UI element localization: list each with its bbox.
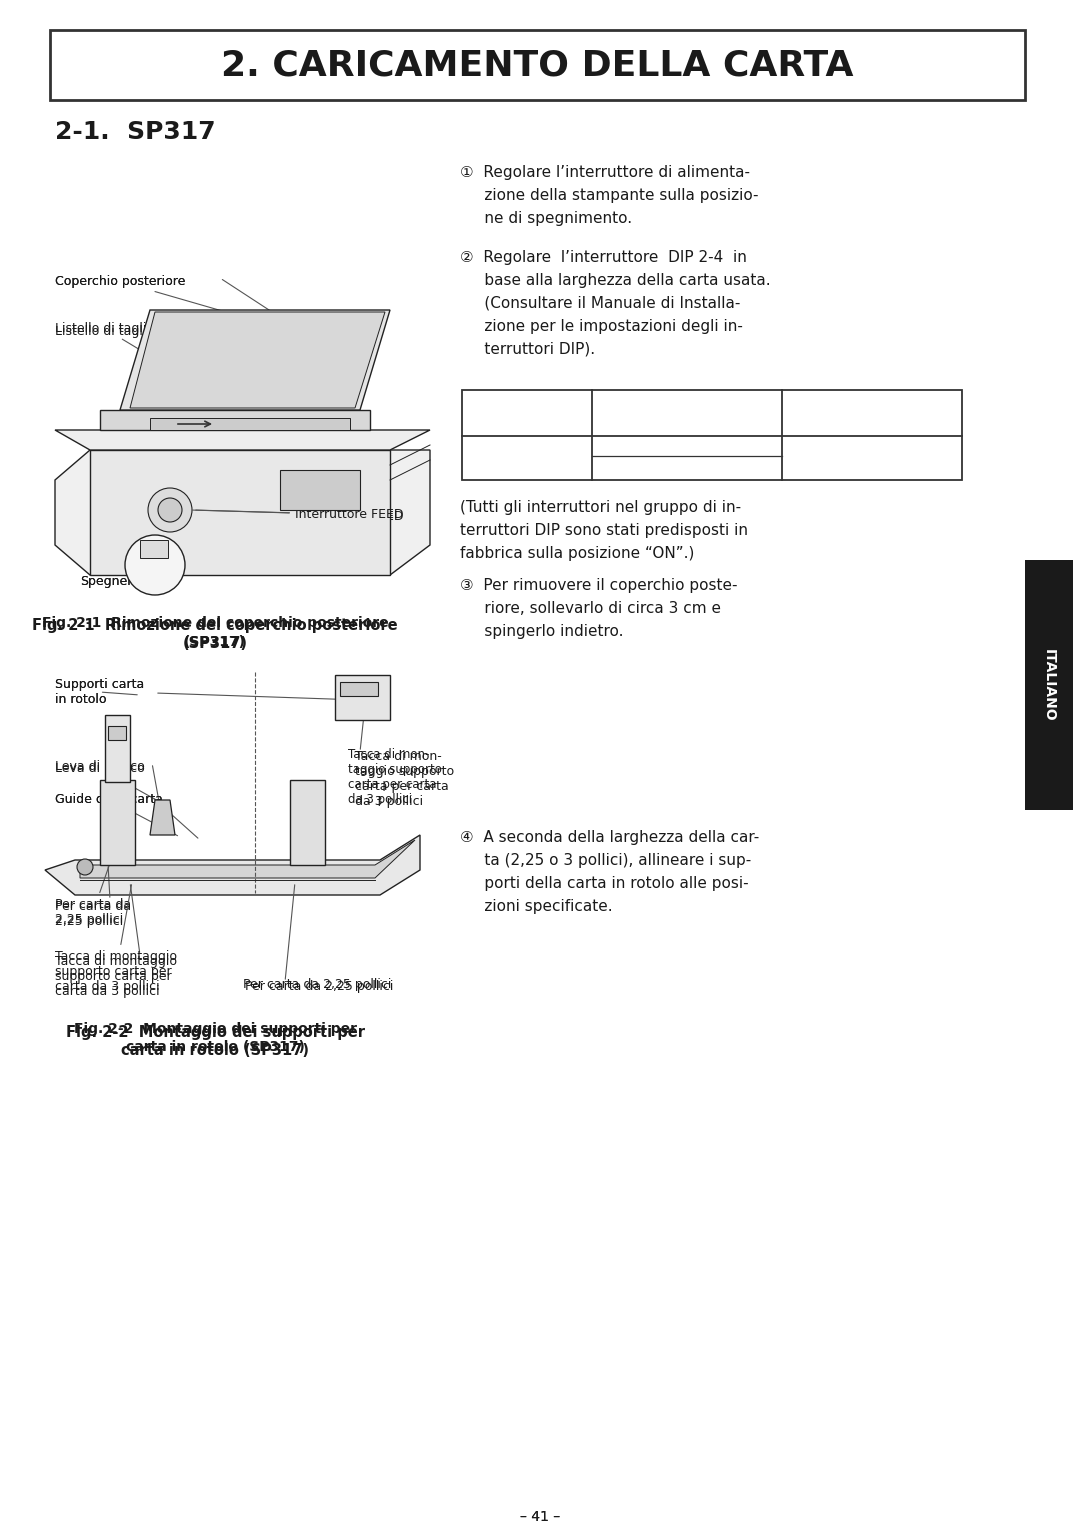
Text: Spegnere: Spegnere <box>80 575 140 589</box>
Text: Per carta da
2,25 pollici: Per carta da 2,25 pollici <box>55 866 131 926</box>
Text: Tacca di mon-
taggio supporto
carta per carta
da 3 pollici: Tacca di mon- taggio supporto carta per … <box>355 750 454 808</box>
Text: Interruttori
DIP: Interruttori DIP <box>487 397 567 429</box>
Text: ne di spegnimento.: ne di spegnimento. <box>460 212 632 225</box>
Text: OFF: OFF <box>858 406 886 420</box>
Text: carta in rotolo (SP317): carta in rotolo (SP317) <box>125 1039 305 1055</box>
Text: Leva di blocco: Leva di blocco <box>55 760 145 773</box>
Text: terruttori DIP sono stati predisposti in: terruttori DIP sono stati predisposti in <box>460 523 748 538</box>
Text: ON: ON <box>676 406 699 420</box>
Text: Per carta da 2,25 pollici: Per carta da 2,25 pollici <box>243 978 391 990</box>
Text: – 41 –: – 41 – <box>519 1510 561 1524</box>
Bar <box>140 540 168 558</box>
Text: Tacca di montaggio
supporto carta per
carta da 3 pollici: Tacca di montaggio supporto carta per ca… <box>55 885 177 993</box>
Text: 3,0 pollici: 3,0 pollici <box>653 455 720 471</box>
Text: zione della stampante sulla posizio-: zione della stampante sulla posizio- <box>460 189 758 202</box>
Text: (SP317): (SP317) <box>183 636 247 652</box>
Text: ④  A seconda della larghezza della car-: ④ A seconda della larghezza della car- <box>460 829 759 845</box>
Text: Interruttore FEED: Interruttore FEED <box>195 507 404 521</box>
Text: – 41 –: – 41 – <box>519 1510 561 1524</box>
Text: riore, sollevarlo di circa 3 cm e: riore, sollevarlo di circa 3 cm e <box>460 601 721 616</box>
Text: (Tutti gli interruttori nel gruppo di in-: (Tutti gli interruttori nel gruppo di in… <box>460 500 741 515</box>
Text: 3,25 pollici: 3,25 pollici <box>649 438 725 452</box>
Polygon shape <box>120 310 390 409</box>
Text: Supporti carta
in rotolo: Supporti carta in rotolo <box>55 678 145 707</box>
Bar <box>280 471 360 510</box>
Circle shape <box>125 535 185 595</box>
Text: fabbrica sulla posizione “ON”.): fabbrica sulla posizione “ON”.) <box>460 546 694 561</box>
Text: terruttori DIP).: terruttori DIP). <box>460 342 595 357</box>
Text: ③  Per rimuovere il coperchio poste-: ③ Per rimuovere il coperchio poste- <box>460 578 738 593</box>
Text: zioni specificate.: zioni specificate. <box>460 898 612 914</box>
Text: Tacca di mon-
taggio supporto
carta per carta
da 3 pollici: Tacca di mon- taggio supporto carta per … <box>348 748 442 806</box>
Bar <box>108 727 126 740</box>
Polygon shape <box>291 780 325 865</box>
Text: carta in rotolo (SP317): carta in rotolo (SP317) <box>121 1042 309 1058</box>
Polygon shape <box>55 451 430 575</box>
Text: ta (2,25 o 3 pollici), allineare i sup-: ta (2,25 o 3 pollici), allineare i sup- <box>460 852 752 868</box>
Text: Leva di blocco: Leva di blocco <box>55 762 158 800</box>
Text: Supporti carta
in rotolo: Supporti carta in rotolo <box>55 678 145 707</box>
Text: zione per le impostazioni degli in-: zione per le impostazioni degli in- <box>460 319 743 334</box>
Text: Fig. 2-2  Montaggio dei supporti per: Fig. 2-2 Montaggio dei supporti per <box>73 1023 356 1036</box>
Text: ①  Regolare l’interruttore di alimenta-: ① Regolare l’interruttore di alimenta- <box>460 166 750 179</box>
Polygon shape <box>100 409 370 429</box>
Text: Listello di taglio: Listello di taglio <box>55 325 154 337</box>
Text: Guide della carta: Guide della carta <box>55 793 177 835</box>
Polygon shape <box>55 429 430 451</box>
Text: Per carta da
2,25 pollici: Per carta da 2,25 pollici <box>55 900 131 927</box>
Text: porti della carta in rotolo alle posi-: porti della carta in rotolo alle posi- <box>460 875 748 891</box>
Text: Spegnere: Spegnere <box>80 575 140 589</box>
Text: ②  Regolare  l’interruttore  DIP 2-4  in: ② Regolare l’interruttore DIP 2-4 in <box>460 250 747 265</box>
Text: Fig. 2-2  Montaggio dei supporti per: Fig. 2-2 Montaggio dei supporti per <box>66 1026 365 1039</box>
Polygon shape <box>150 800 175 835</box>
Bar <box>340 682 378 696</box>
Polygon shape <box>335 675 390 721</box>
Bar <box>462 389 962 480</box>
Text: Coperchio posteriore: Coperchio posteriore <box>55 274 293 331</box>
Text: (Consultare il Manuale di Installa-: (Consultare il Manuale di Installa- <box>460 296 741 311</box>
Text: spingerlo indietro.: spingerlo indietro. <box>460 624 623 639</box>
Bar <box>150 419 350 429</box>
Circle shape <box>77 858 93 875</box>
Text: 2-4: 2-4 <box>515 451 539 466</box>
Text: (SP317): (SP317) <box>184 635 246 648</box>
Text: Listello di taglio: Listello di taglio <box>55 322 268 426</box>
Text: base alla larghezza della carta usata.: base alla larghezza della carta usata. <box>460 273 771 288</box>
Text: Guide della carta: Guide della carta <box>55 793 163 806</box>
Text: Interruttore FEED: Interruttore FEED <box>295 510 404 523</box>
Text: Tacca di montaggio
supporto carta per
carta da 3 pollici: Tacca di montaggio supporto carta per ca… <box>55 955 177 998</box>
Bar <box>1025 560 1074 809</box>
Text: Fig. 2-1  Rimozione del coperchio posteriore: Fig. 2-1 Rimozione del coperchio posteri… <box>42 616 389 630</box>
Text: Per carta da 2,25 pollici: Per carta da 2,25 pollici <box>245 980 393 993</box>
Circle shape <box>158 498 183 523</box>
Text: 2,25 pollici: 2,25 pollici <box>832 451 912 466</box>
Bar <box>50 31 1025 100</box>
Text: Coperchio posteriore: Coperchio posteriore <box>55 274 186 288</box>
Text: ITALIANO: ITALIANO <box>1042 648 1056 722</box>
Text: 2. CARICAMENTO DELLA CARTA: 2. CARICAMENTO DELLA CARTA <box>221 48 854 81</box>
Polygon shape <box>105 714 130 782</box>
Polygon shape <box>130 313 384 408</box>
Polygon shape <box>100 780 135 865</box>
Polygon shape <box>80 840 415 878</box>
Polygon shape <box>90 451 390 575</box>
Circle shape <box>148 487 192 532</box>
Text: Fig. 2-1  Rimozione del coperchio posteriore: Fig. 2-1 Rimozione del coperchio posteri… <box>32 618 397 633</box>
Text: 2-1.  SP317: 2-1. SP317 <box>55 120 216 144</box>
Polygon shape <box>45 835 420 895</box>
